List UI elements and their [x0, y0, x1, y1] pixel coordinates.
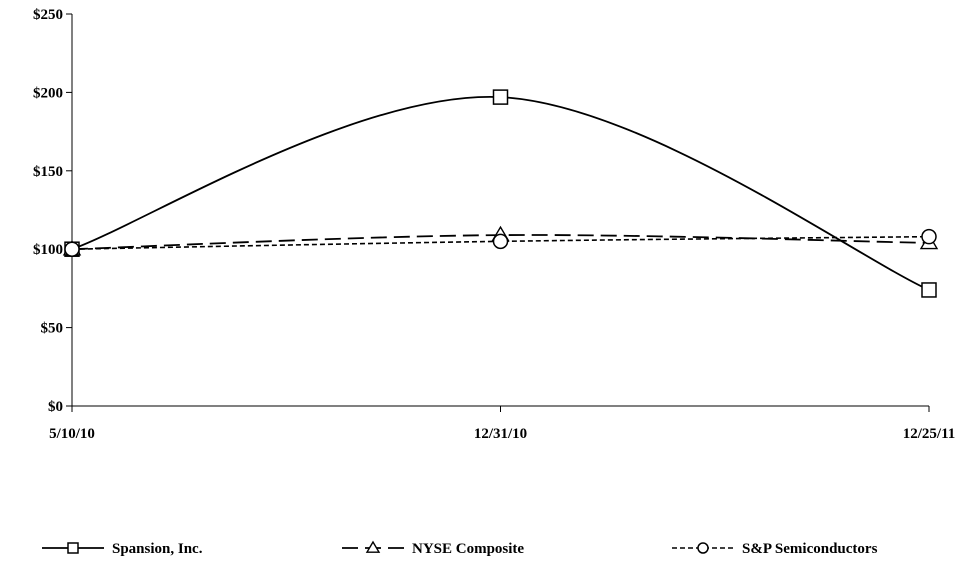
x-tick-label: 12/25/11 [903, 426, 956, 442]
y-tick-label: $200 [33, 85, 63, 101]
legend-label-s-p-semiconductors: S&P Semiconductors [742, 541, 878, 557]
data-point-s-p-semiconductors [921, 228, 937, 245]
y-tick-label: $250 [33, 7, 63, 23]
legend-marker-spansion-inc [67, 542, 79, 554]
legend-marker-s-p-semiconductors [697, 542, 709, 554]
data-point-spansion-inc [921, 282, 937, 298]
x-tick-label: 12/31/10 [474, 426, 527, 442]
data-point-s-p-semiconductors [64, 241, 80, 257]
series-line-spansion-inc [71, 96, 930, 291]
y-tick-label: $150 [33, 164, 63, 180]
data-point-spansion-inc [492, 89, 509, 105]
x-tick-label: 5/10/10 [49, 426, 95, 442]
y-tick-label: $100 [33, 242, 63, 258]
legend-marker-nyse-composite [365, 540, 381, 553]
legend-label-nyse-composite: NYSE Composite [412, 541, 524, 557]
data-point-s-p-semiconductors [492, 233, 509, 250]
y-tick-label: $50 [41, 321, 64, 337]
legend-label-spansion-inc: Spansion, Inc. [112, 541, 203, 557]
y-tick-label: $0 [48, 399, 63, 415]
